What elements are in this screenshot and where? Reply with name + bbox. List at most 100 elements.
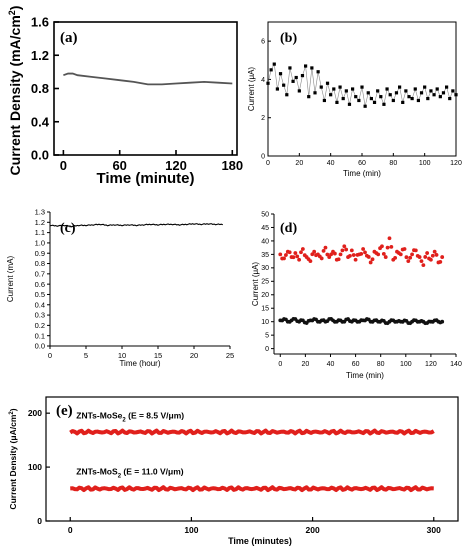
series-line (63, 72, 233, 86)
data-point-red (370, 257, 375, 262)
y-tick-label: 0.0 (31, 148, 49, 163)
x-tick-label: 0 (68, 525, 73, 535)
x-tick-label: 0 (278, 361, 282, 368)
y-tick-label: 0.8 (31, 81, 49, 96)
x-axis-label: Time (minutes) (228, 536, 292, 546)
data-point (357, 98, 361, 103)
panel-label: (e) (56, 403, 73, 419)
data-point-red (338, 252, 343, 257)
data-point (354, 95, 358, 99)
x-tick-label: 120 (165, 158, 187, 173)
data-point-red (293, 251, 298, 255)
data-point (278, 72, 283, 76)
panel-a-chart: 0 60 120 180 0.0 0.4 0.8 1.2 1.6 (a) Time (minute)… (7, 6, 243, 187)
data-point-red (342, 244, 347, 249)
x-axis-label: Time (hour) (119, 359, 160, 368)
y-tick-label: 10 (261, 319, 269, 326)
data-point-red (423, 255, 428, 259)
data-point (282, 83, 286, 87)
data-point (297, 89, 301, 93)
plot-frame (53, 21, 238, 156)
data-point-red (349, 248, 354, 253)
y-tick-label: 50 (261, 211, 269, 218)
data-point-red (421, 263, 426, 268)
data-point (410, 96, 414, 101)
data-point-red (398, 252, 403, 257)
x-tick-label: 20 (295, 160, 303, 167)
data-point (363, 104, 367, 108)
data-point (275, 87, 279, 91)
data-point-red (425, 251, 430, 255)
data-point (429, 89, 433, 93)
y-tick-label: 0.5 (35, 290, 45, 299)
data-point-red (402, 247, 407, 251)
data-point (445, 85, 449, 89)
plot-frame (45, 396, 459, 522)
data-point-red (417, 255, 422, 259)
data-point (423, 85, 427, 89)
x-tick-label: 140 (450, 361, 462, 368)
data-point-red (300, 247, 305, 251)
x-axis-label: Time (minute) (96, 170, 194, 187)
x-tick-label: 40 (327, 160, 335, 167)
y-tick-label: 1.1 (35, 228, 45, 237)
x-tick-label: 0 (266, 160, 270, 167)
y-tick-label: 0 (265, 346, 269, 353)
data-point (401, 100, 405, 104)
y-tick-label: 15 (261, 306, 269, 313)
data-point (316, 70, 320, 74)
series-band (69, 428, 435, 436)
data-point (435, 87, 439, 91)
data-point (269, 68, 273, 72)
data-point (322, 98, 326, 103)
y-tick-label: 30 (261, 265, 269, 272)
data-point (438, 95, 442, 99)
data-point-red (319, 256, 324, 261)
y-tick-label: 4 (261, 77, 265, 84)
data-point (391, 98, 395, 103)
data-point-red (380, 244, 384, 249)
data-point-red (434, 253, 439, 257)
y-tick-label: 0.7 (35, 269, 45, 278)
data-point-black (440, 319, 445, 324)
data-point-red (332, 251, 337, 256)
data-point-red (387, 236, 392, 241)
data-point-red (291, 255, 296, 260)
data-point (398, 85, 402, 89)
x-tick-label: 0 (60, 158, 67, 173)
data-point (404, 89, 408, 93)
data-point (448, 96, 452, 101)
y-tick-label: 25 (261, 279, 269, 286)
series-band (70, 485, 434, 493)
data-point (338, 85, 342, 89)
y-tick-label: 1.2 (35, 218, 45, 227)
data-point (360, 85, 364, 89)
panel-c-chart: 0 5 10 15 20 25 0.0 0.10.20.3 0.40.50.6 0.70.80.9… (6, 208, 234, 368)
data-point (294, 75, 298, 80)
data-point (313, 91, 317, 95)
data-point-red (344, 247, 349, 252)
data-point (288, 66, 292, 70)
data-point (394, 91, 399, 95)
data-point (291, 79, 295, 83)
data-point-red (389, 244, 394, 249)
data-point (385, 87, 389, 91)
data-point (266, 81, 270, 85)
x-axis-label: Time (min) (343, 169, 381, 178)
data-point (329, 93, 333, 97)
x-tick-label: 100 (184, 525, 198, 535)
y-tick-label: 45 (261, 225, 269, 232)
data-point-red (440, 255, 445, 259)
data-point (366, 91, 370, 95)
data-point-red (376, 252, 381, 257)
data-point-red (297, 257, 302, 262)
y-tick-label: 0.0 (35, 342, 45, 351)
y-axis-label: Current (μA) (247, 67, 256, 112)
data-point (347, 102, 352, 106)
data-point-red (383, 255, 388, 259)
data-point-red (321, 248, 326, 253)
data-point (451, 89, 455, 93)
data-point-red (308, 259, 313, 264)
y-tick-label: 0.1 (35, 331, 45, 340)
data-point (332, 87, 336, 91)
